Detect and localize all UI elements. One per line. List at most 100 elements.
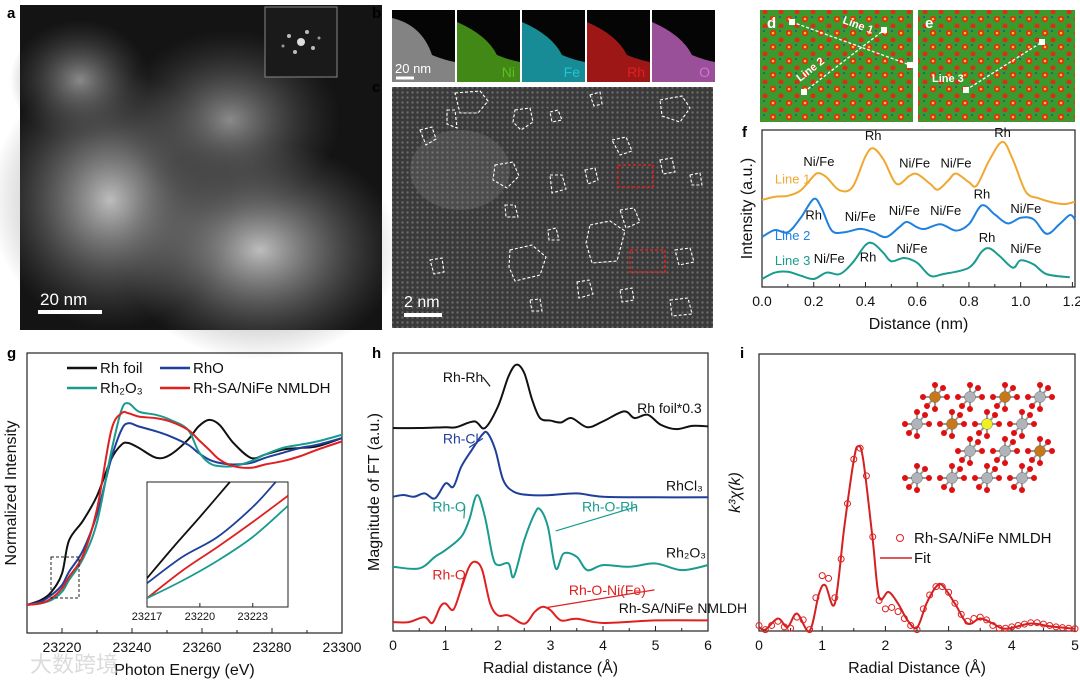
annotation: Rh-O-Rh: [582, 498, 638, 514]
panel-f-line-profiles: 0.0 0.2 0.4 0.6 0.8 1.0 1.2 Distance (nm) Intens…: [739, 125, 1080, 333]
oxygen-atom: [959, 457, 965, 463]
oxygen-atom: [940, 385, 946, 391]
panel-label-g: g: [7, 345, 16, 362]
x-tick-label: 0.0: [752, 293, 772, 309]
oxygen-atom: [959, 403, 965, 409]
annotation: Rh-O-Ni(Fe): [569, 582, 646, 598]
oxygen-atom: [1037, 436, 1043, 442]
panel-i-exafs-fit: 0 1 2 3 4 5 Radial Distance (Å) k³χ(k) Rh-SA/NiF…: [727, 353, 1079, 677]
oxygen-atom: [990, 394, 996, 400]
peak-label: Ni/Fe: [930, 203, 961, 218]
oxygen-atom: [957, 466, 963, 472]
oxygen-atom: [926, 421, 932, 427]
oxygen-atom: [1014, 448, 1020, 454]
legend-label: Rh foil: [100, 360, 143, 377]
oxygen-atom: [944, 394, 950, 400]
inset-plot: 23217 23220 23223: [132, 481, 289, 623]
oxygen-atom: [920, 394, 926, 400]
x-tick-label: 23280: [253, 639, 292, 655]
oxygen-atom: [984, 463, 990, 469]
x-tick-label: 4: [599, 637, 607, 653]
oxygen-atom: [914, 409, 920, 415]
eds-map-haadf: [392, 10, 455, 82]
data-marker: [793, 613, 801, 621]
oxygen-atom: [972, 421, 978, 427]
series-line-RhCl₃: [392, 430, 709, 500]
annotation: Rh-Rh: [443, 369, 483, 385]
x-tick-label: 0.4: [856, 293, 876, 309]
legend-item: Rh-SA/NiFe NMLDH: [160, 380, 331, 397]
panel-label-c: c: [372, 79, 380, 96]
eds-map-Fe: Fe: [522, 10, 585, 82]
oxygen-atom: [906, 484, 912, 490]
oxygen-atom: [975, 385, 981, 391]
oxygen-atom: [1019, 433, 1025, 439]
oxygen-atom: [1014, 394, 1020, 400]
data-marker: [1001, 624, 1009, 632]
annotation: Rh-SA/NiFe NMLDH: [619, 600, 747, 616]
peak-label: Ni/Fe: [940, 156, 971, 171]
legend-label: Rh-SA/NiFe NMLDH: [193, 380, 331, 397]
panel-label-a: a: [7, 5, 16, 22]
data-marker: [812, 594, 820, 602]
plot-frame: [26, 352, 343, 634]
panel-a-haadf-image: 20 nm: [0, 5, 400, 360]
data-marker: [1039, 620, 1047, 628]
oxygen-atom: [1031, 421, 1037, 427]
eds-map-Rh: Rh: [587, 10, 650, 82]
x-tick-label: 23300: [323, 639, 362, 655]
oxygen-atom: [902, 421, 908, 427]
map-signal: [652, 22, 715, 82]
annotation-arrow: [547, 589, 655, 608]
inset-line: [147, 482, 231, 579]
oxygen-atom: [1007, 421, 1013, 427]
element-label: Fe: [564, 64, 581, 80]
oxygen-atom: [914, 463, 920, 469]
oxygen-atom: [949, 487, 955, 493]
data-marker: [945, 588, 953, 596]
data-marker: [799, 616, 807, 624]
oxygen-atom: [1025, 394, 1031, 400]
line-3-label: Line 3: [932, 73, 964, 85]
x-tick-label: 1.0: [1011, 293, 1031, 309]
oxygen-atom: [949, 409, 955, 415]
peak-label: Ni/Fe: [814, 251, 845, 266]
y-axis-title: Normalized Intensity: [3, 421, 20, 566]
x-axis-title: Photon Energy (eV): [114, 662, 255, 679]
annotation-arrow: [463, 506, 466, 519]
peak-label: Ni/Fe: [897, 241, 928, 256]
scale-bar-label: 20 nm: [395, 61, 431, 76]
oxygen-atom: [922, 412, 928, 418]
x-tick-label: 0: [389, 637, 397, 653]
data-marker: [907, 621, 915, 629]
data-marker: [1033, 619, 1041, 627]
oxygen-atom: [1011, 430, 1017, 436]
x-tick-label: 3: [945, 637, 953, 653]
data-marker: [989, 621, 997, 629]
map-signal: [392, 18, 455, 82]
oxygen-atom: [979, 448, 985, 454]
x-tick-label: 2: [882, 637, 890, 653]
panel-label-i: i: [740, 345, 744, 362]
metal-atom: [981, 472, 993, 484]
data-marker: [768, 621, 776, 629]
element-label: Ni: [502, 64, 515, 80]
annotation: Rh-Cl: [443, 430, 479, 446]
metal-atom: [981, 418, 993, 430]
data-marker: [964, 617, 972, 625]
annotation: Rh₂O₃: [666, 544, 706, 560]
data-marker: [818, 572, 826, 580]
series-line: [761, 197, 1076, 239]
data-marker: [843, 500, 851, 508]
scale-bar-label: 20 nm: [40, 290, 87, 309]
map-signal: [522, 22, 585, 82]
oxygen-atom: [1002, 436, 1008, 442]
data-marker: [837, 555, 845, 563]
annotation: Rh-O: [432, 498, 466, 514]
y-axis-title: k³χ(k): [727, 472, 744, 513]
panel-h-ft-exafs: 0 1 2 3 4 5 6 Radial distance (Å) Magnitude of F…: [366, 352, 747, 677]
series-line-2: Line 2 Rh Ni/Fe Ni/Fe Ni/Fe Rh Ni/Fe: [761, 186, 1076, 243]
data-marker: [888, 603, 896, 611]
legend-marker: [896, 534, 904, 542]
data-marker: [761, 626, 769, 634]
